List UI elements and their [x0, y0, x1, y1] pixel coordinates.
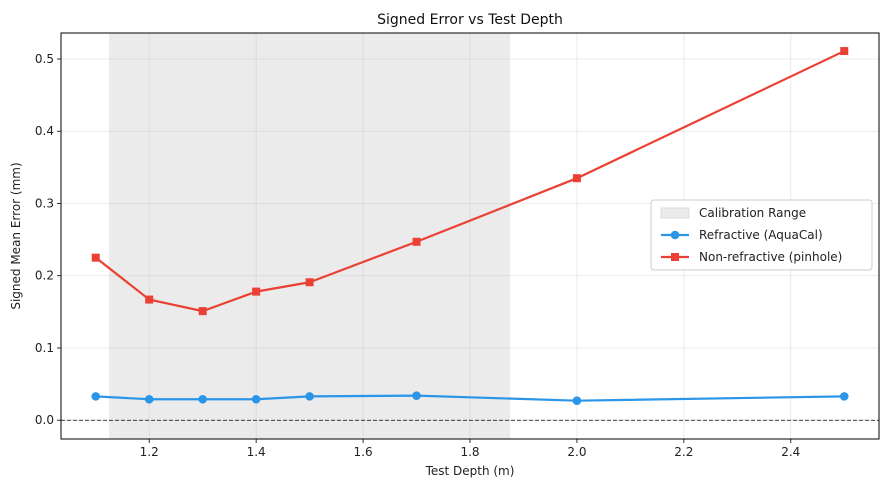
y-axis-ticks: 0.0 0.1 0.2 0.3 0.4 0.5 [35, 52, 61, 427]
y-tick-label: 0.0 [35, 413, 54, 427]
legend-label: Calibration Range [699, 206, 806, 220]
legend-marker [671, 253, 679, 261]
legend-label: Non-refractive (pinhole) [699, 250, 842, 264]
data-point [198, 394, 207, 404]
x-tick-label: 2.4 [781, 445, 800, 459]
data-point [412, 237, 421, 246]
x-tick-label: 1.2 [140, 445, 159, 459]
data-point [91, 253, 100, 262]
data-point [572, 174, 581, 183]
data-point [252, 287, 261, 296]
data-point [412, 391, 421, 400]
data-point [572, 396, 582, 406]
data-point [91, 392, 101, 401]
y-tick-label: 0.3 [35, 196, 54, 210]
data-point [840, 47, 849, 56]
chart-title: Signed Error vs Test Depth [377, 12, 563, 28]
legend: Calibration Range Refractive (AquaCal) Non… [650, 199, 873, 271]
legend-label: Refractive (AquaCal) [699, 228, 823, 242]
x-tick-label: 2.0 [567, 445, 586, 459]
y-tick-label: 0.5 [35, 52, 54, 66]
x-axis-label: Test Depth (m) [425, 464, 515, 478]
data-point [144, 394, 154, 404]
series-line-2 [95, 50, 845, 313]
data-point [145, 295, 154, 304]
legend-box [650, 199, 873, 271]
data-point [305, 278, 314, 287]
data-point [251, 394, 261, 404]
x-tick-label: 1.6 [354, 445, 373, 459]
data-point [198, 307, 207, 316]
x-tick-label: 1.8 [460, 445, 479, 459]
y-tick-label: 0.2 [35, 269, 54, 283]
y-tick-label: 0.4 [35, 124, 54, 138]
x-axis-ticks: 1.2 1.4 1.6 1.8 2.0 2.2 2.4 [140, 439, 800, 459]
series-line-1 [95, 394, 845, 402]
y-tick-label: 0.1 [35, 341, 54, 355]
legend-marker [670, 230, 680, 240]
calibration-range-region [109, 33, 511, 439]
x-tick-label: 1.4 [247, 445, 266, 459]
y-axis-label: Signed Mean Error (mm) [9, 162, 23, 309]
shade-layer [109, 33, 511, 439]
series-layer [91, 47, 849, 406]
legend-swatch-calibration [660, 207, 690, 219]
x-tick-label: 2.2 [674, 445, 693, 459]
data-point [305, 392, 314, 401]
data-point [839, 392, 849, 401]
